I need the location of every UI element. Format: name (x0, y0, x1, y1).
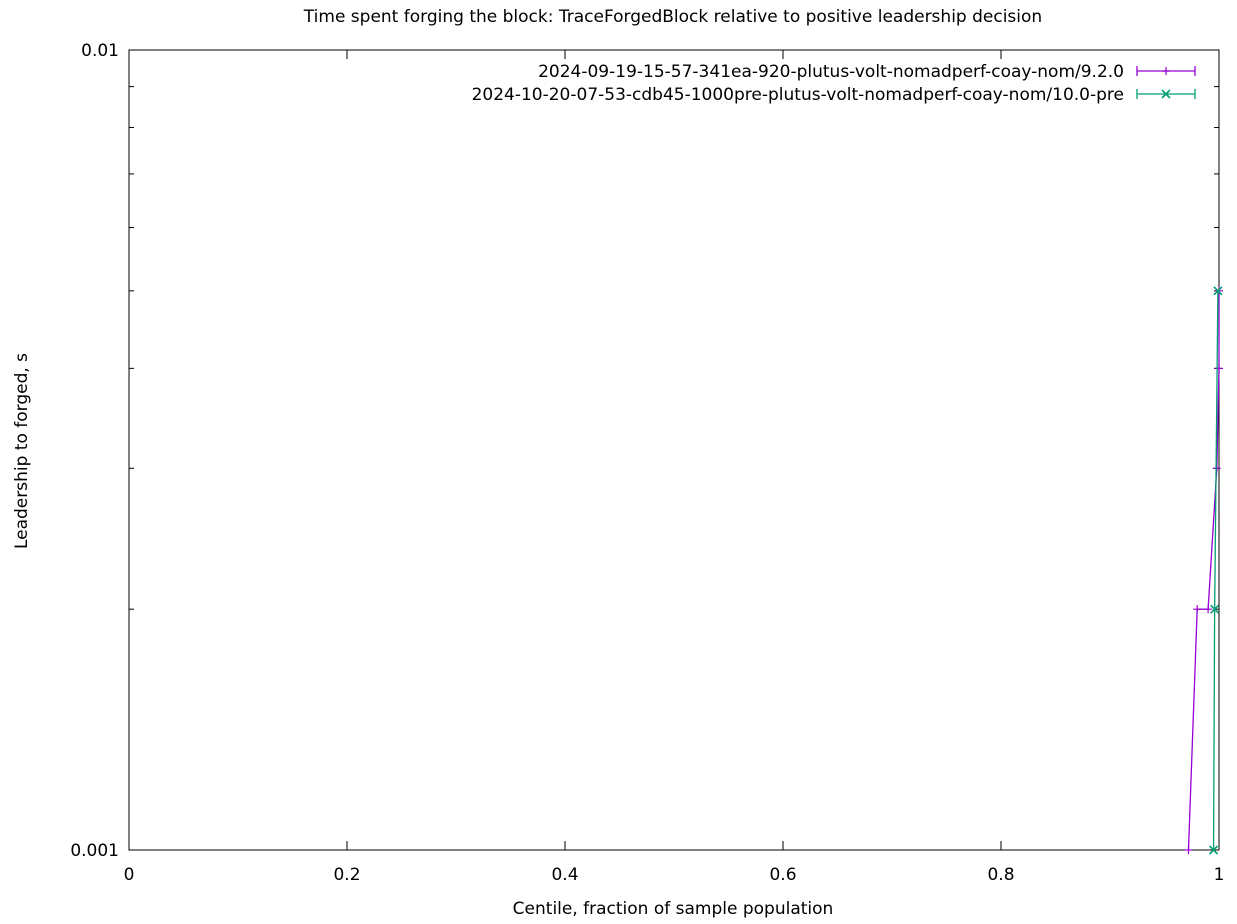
y-tick-label: 0.01 (81, 41, 119, 61)
x-tick-label: 0.8 (987, 865, 1014, 885)
series-1-line (1187, 290, 1220, 851)
series-2-point (1208, 845, 1219, 855)
series-1-point (1215, 364, 1223, 373)
x-tick-label: 1 (1214, 865, 1225, 885)
series-2-point (1213, 286, 1223, 296)
legend-label: 2024-09-19-15-57-341ea-920-plutus-volt-n… (538, 62, 1124, 82)
legend-label: 2024-10-20-07-53-cdb45-1000pre-plutus-vo… (472, 85, 1124, 105)
chart-title: Time spent forging the block: TraceForge… (303, 7, 1042, 27)
series-1-point (1212, 464, 1221, 473)
legend-swatch-marker (1162, 67, 1170, 75)
x-axis-title: Centile, fraction of sample population (513, 899, 834, 919)
series-1-point (1204, 605, 1213, 614)
series-2 (1208, 286, 1223, 855)
series-1-point (1193, 605, 1202, 614)
x-tick-label: 0 (124, 865, 135, 885)
legend-swatch-marker (1161, 89, 1171, 99)
y-tick-label: 0.001 (70, 841, 119, 861)
x-tick-label: 0.2 (333, 865, 360, 885)
legend-entry: 2024-10-20-07-53-cdb45-1000pre-plutus-vo… (472, 85, 1196, 105)
x-tick-label: 0.4 (551, 865, 578, 885)
series-2-point (1210, 604, 1220, 614)
series-1 (1184, 286, 1223, 854)
x-tick-label: 0.6 (769, 865, 796, 885)
legend-entry: 2024-09-19-15-57-341ea-920-plutus-volt-n… (538, 62, 1196, 82)
plot-frame (128, 49, 1220, 851)
y-axis-title: Leadership to forged, s (12, 353, 32, 549)
series-1-point (1184, 846, 1193, 854)
series-2-line (1212, 290, 1219, 851)
